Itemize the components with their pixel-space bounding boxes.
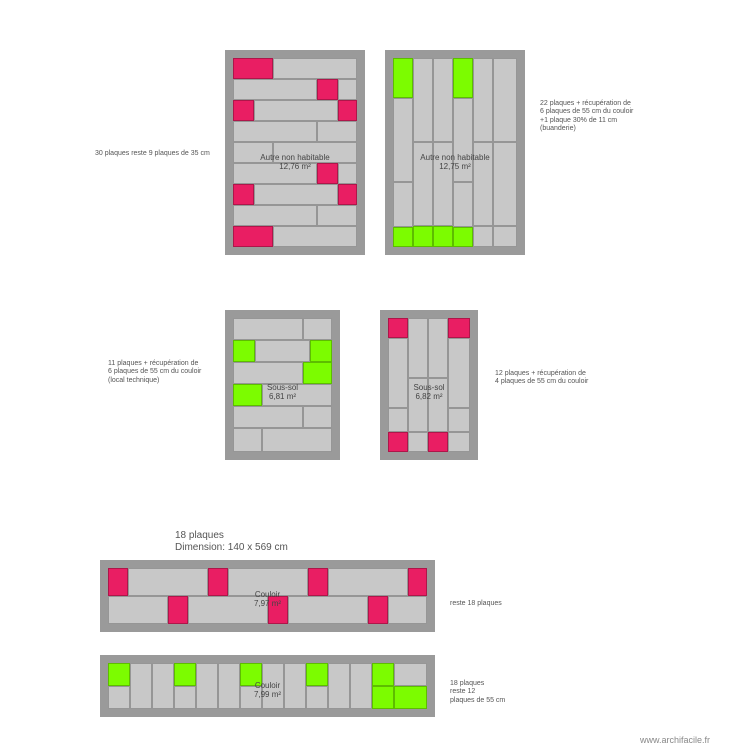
tile <box>233 79 317 100</box>
tile <box>408 432 428 452</box>
tile <box>428 318 448 378</box>
tile <box>262 428 332 452</box>
tile <box>453 227 473 247</box>
room-label: Autre non habitable12,75 m² <box>393 153 517 171</box>
room-label: Couloir7,99 m² <box>108 681 427 699</box>
tile <box>393 227 413 247</box>
tile <box>408 318 428 378</box>
tile <box>338 184 357 205</box>
tile <box>388 432 408 452</box>
room-label: Couloir7,97 m² <box>108 590 427 608</box>
tile <box>453 58 473 98</box>
tile <box>233 184 254 205</box>
tile <box>233 121 317 142</box>
tile <box>317 205 357 226</box>
tile <box>273 226 357 247</box>
tile <box>393 58 413 98</box>
tile <box>233 226 273 247</box>
tile <box>338 100 357 121</box>
annotation: 22 plaques + récupération de6 plaques de… <box>540 100 633 134</box>
tile <box>338 79 357 100</box>
tile <box>433 58 453 142</box>
tile <box>310 340 332 362</box>
tile <box>233 100 254 121</box>
tile <box>448 318 470 338</box>
room-label: Sous-sol6,81 m² <box>233 383 332 401</box>
tile <box>473 226 493 247</box>
tile <box>233 205 317 226</box>
tile <box>273 58 357 79</box>
tile <box>388 318 408 338</box>
room-label: Autre non habitable12,76 m² <box>233 153 357 171</box>
footer-link[interactable]: www.archifacile.fr <box>640 735 710 745</box>
room-r4: Sous-sol6,82 m² <box>380 310 478 460</box>
annotation: 18 plaquesDimension: 140 x 569 cm <box>175 530 288 554</box>
tile <box>254 184 338 205</box>
tile <box>433 226 453 247</box>
room-r5: Couloir7,97 m² <box>100 560 435 632</box>
tile <box>317 79 338 100</box>
tile <box>493 226 517 247</box>
tile <box>233 58 273 79</box>
tile <box>303 406 332 428</box>
tile <box>413 226 433 247</box>
tile <box>254 100 338 121</box>
annotation: 30 plaques reste 9 plaques de 35 cm <box>95 150 210 158</box>
room-r3: Sous-sol6,81 m² <box>225 310 340 460</box>
tile <box>233 428 262 452</box>
annotation: 18 plaquesreste 12plaques de 55 cm <box>450 680 505 705</box>
annotation: reste 18 plaques <box>450 600 502 608</box>
room-r6: Couloir7,99 m² <box>100 655 435 717</box>
annotation: 11 plaques + récupération de6 plaques de… <box>108 360 201 385</box>
tile <box>317 121 357 142</box>
tile <box>303 318 332 340</box>
tile <box>233 340 255 362</box>
tile <box>303 362 332 384</box>
annotation: 12 plaques + récupération de4 plaques de… <box>495 370 588 387</box>
tile <box>393 182 413 227</box>
tile <box>448 408 470 432</box>
tile <box>473 58 493 142</box>
tile <box>413 58 433 142</box>
room-label: Sous-sol6,82 m² <box>388 383 470 401</box>
tile <box>453 182 473 227</box>
tile <box>233 406 303 428</box>
room-r1: Autre non habitable12,76 m² <box>225 50 365 255</box>
tile <box>233 362 303 384</box>
tile <box>448 432 470 452</box>
tile <box>233 318 303 340</box>
tile <box>493 58 517 142</box>
room-r2: Autre non habitable12,75 m² <box>385 50 525 255</box>
tile <box>255 340 310 362</box>
tile <box>388 408 408 432</box>
tile <box>428 432 448 452</box>
